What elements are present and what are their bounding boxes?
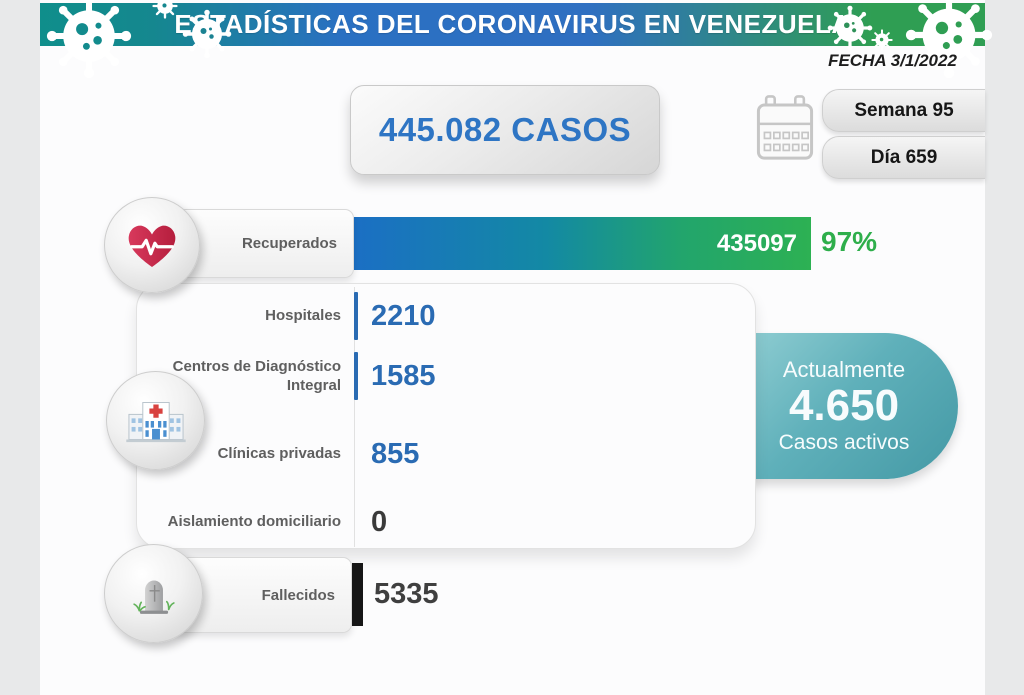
active-cases-caption: Casos activos xyxy=(778,430,910,454)
virus-icon xyxy=(46,0,132,79)
day-badge: Día 659 xyxy=(822,136,985,179)
recovered-bar: 435097 xyxy=(354,217,811,270)
page-title: ESTADÍSTICAS DEL CORONAVIRUS EN VENEZUEL… xyxy=(174,9,851,39)
recovered-value: 435097 xyxy=(716,229,797,257)
value-tick xyxy=(354,352,358,400)
deceased-value: 5335 xyxy=(374,578,439,610)
active-cases-intro: Actualmente xyxy=(782,357,906,383)
breakdown-value: 0 xyxy=(371,505,388,538)
breakdown-label: Clínicas privadas xyxy=(217,445,341,463)
panel-divider xyxy=(354,287,355,547)
breakdown-row: Clínicas privadas 855 xyxy=(153,429,420,479)
breakdown-label: Centros de Diagnóstico Integral xyxy=(172,357,341,395)
total-cases-value: 445.082 CASOS xyxy=(378,111,632,148)
breakdown-label: Aislamiento domiciliario xyxy=(167,513,341,531)
active-cases-bubble: Actualmente 4.650 Casos activos xyxy=(744,333,958,479)
recovered-label: Recuperados xyxy=(170,209,354,278)
breakdown-value: 1585 xyxy=(371,359,436,392)
value-tick xyxy=(354,292,358,340)
virus-icon xyxy=(827,5,873,51)
calendar-icon xyxy=(755,93,815,169)
active-breakdown-panel: Hospitales 2210 Centros de Diagnóstico I… xyxy=(136,283,756,549)
hospital-icon xyxy=(106,371,205,470)
date-label: FECHA 3/1/2022 xyxy=(828,51,957,70)
breakdown-label: Hospitales xyxy=(265,307,341,325)
week-badge: Semana 95 xyxy=(822,89,985,132)
recovered-percent: 97% xyxy=(821,226,878,257)
breakdown-value: 855 xyxy=(371,437,420,470)
header-banner: ESTADÍSTICAS DEL CORONAVIRUS EN VENEZUEL… xyxy=(40,0,993,79)
active-cases-value: 4.650 xyxy=(788,381,900,431)
virus-icon xyxy=(905,0,993,79)
value-tick xyxy=(354,430,358,478)
virus-icon xyxy=(182,9,232,59)
value-tick xyxy=(354,498,358,546)
breakdown-row: Hospitales 2210 xyxy=(153,291,436,341)
breakdown-row: Aislamiento domiciliario 0 xyxy=(153,497,388,547)
breakdown-value: 2210 xyxy=(371,299,436,332)
tombstone-icon xyxy=(104,544,203,643)
virus-icon xyxy=(152,0,178,19)
heart-pulse-icon xyxy=(104,197,200,293)
virus-icon xyxy=(871,29,893,51)
breakdown-row: Centros de Diagnóstico Integral 1585 xyxy=(153,351,436,401)
total-cases-box: 445.082 CASOS xyxy=(350,85,660,175)
deceased-tick xyxy=(352,563,363,626)
